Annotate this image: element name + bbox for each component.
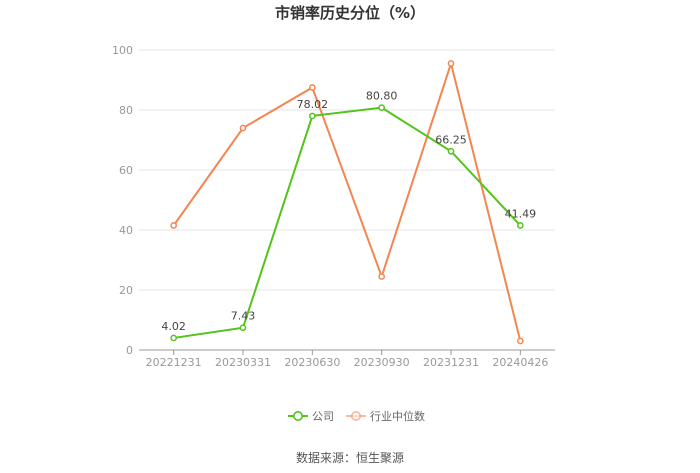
legend-item-company[interactable]: 公司 [288, 410, 334, 423]
data-point-company[interactable] [239, 324, 247, 332]
data-label: 78.02 [297, 98, 329, 111]
data-point-industry-median[interactable] [239, 124, 247, 132]
data-label: 41.49 [505, 208, 537, 221]
x-tick-label: 20231231 [423, 356, 479, 369]
data-label: 7.43 [231, 310, 256, 323]
data-point-company[interactable] [516, 222, 524, 229]
legend-label: 公司 [312, 410, 334, 423]
y-tick-label: 0 [126, 344, 133, 357]
data-point-industry-median[interactable] [308, 84, 316, 91]
y-tick-label: 100 [112, 44, 133, 57]
data-point-company[interactable] [447, 147, 455, 155]
data-point-industry-median[interactable] [447, 60, 455, 67]
data-point-industry-median[interactable] [516, 337, 524, 345]
data-label: 80.80 [366, 90, 398, 103]
data-point-company[interactable] [308, 112, 316, 120]
x-tick-label: 20230331 [215, 356, 271, 369]
x-tick-label: 20240426 [492, 356, 548, 369]
legend-label: 行业中位数 [370, 409, 425, 423]
data-label: 66.25 [435, 133, 467, 146]
axis-layer: 0 20 40 60 80 100 20221231 20230331 20230630 2023… [112, 44, 555, 369]
series-line-industry-median [172, 59, 522, 342]
legend-marker-icon [292, 410, 303, 421]
legend[interactable]: 公司 行业中位数 [288, 409, 425, 423]
series-layer: 4.02 7.43 78.02 80.80 66.25 41.49 [161, 59, 537, 345]
x-tick-label: 20230630 [284, 356, 340, 369]
y-tick-label: 40 [119, 224, 133, 237]
x-tick-label: 20230930 [354, 356, 410, 369]
chart-title: 市销率历史分位（%） [275, 4, 425, 22]
data-point-industry-median[interactable] [378, 273, 386, 280]
y-tick-label: 60 [119, 164, 133, 177]
y-tick-label: 20 [119, 284, 133, 297]
y-tick-label: 80 [119, 104, 133, 117]
data-source-note: 数据来源：恒生聚源 [296, 450, 404, 465]
x-tick-label: 20221231 [146, 356, 202, 369]
grid-layer [139, 49, 555, 291]
data-point-company[interactable] [378, 104, 386, 111]
data-label: 4.02 [161, 320, 186, 333]
data-point-company[interactable] [170, 334, 178, 342]
legend-marker-icon [350, 410, 361, 421]
legend-item-industry-median[interactable]: 行业中位数 [346, 409, 425, 423]
series-line-company [173, 106, 522, 339]
data-point-industry-median[interactable] [170, 222, 178, 229]
